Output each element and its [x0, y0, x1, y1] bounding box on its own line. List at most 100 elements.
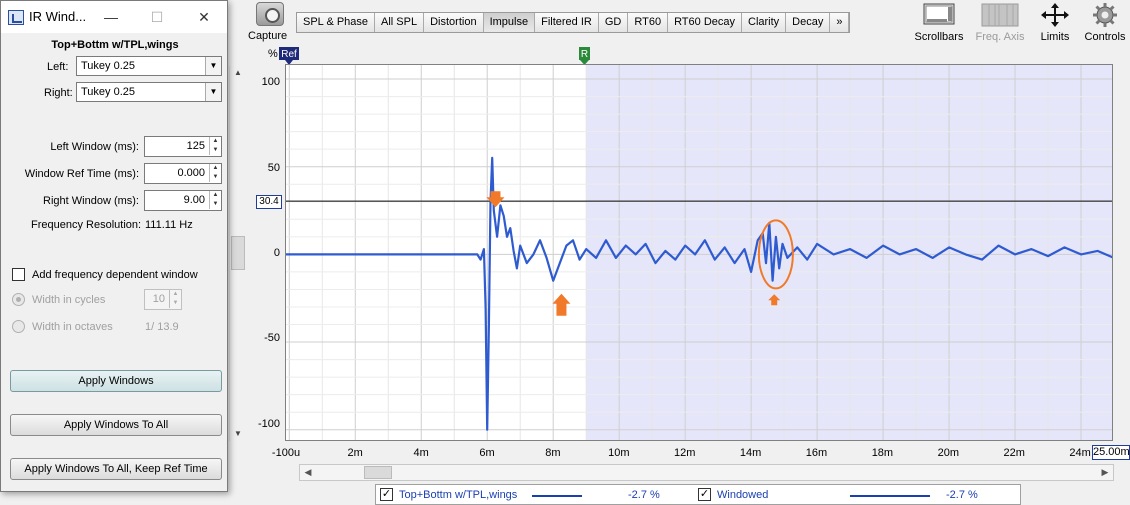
legend-line-1 [532, 495, 582, 497]
legend-checkbox-1[interactable]: ✓ [380, 488, 393, 501]
vscroll-thumb[interactable] [231, 236, 245, 270]
app-icon [8, 10, 24, 25]
width-octaves-label: Width in octaves [32, 321, 113, 333]
x-tick-label: 10m [608, 447, 630, 459]
spin-down-icon[interactable]: ▼ [209, 200, 221, 209]
freq-axis-icon [970, 2, 1030, 28]
left-window-input[interactable]: 125 ▲ ▼ [144, 136, 222, 157]
right-window-type-select[interactable]: Tukey 0.25 ▼ [76, 82, 222, 102]
spin-down-icon[interactable]: ▼ [209, 146, 221, 155]
spin-down-icon[interactable]: ▼ [169, 299, 181, 308]
y-tick-label: -100 [257, 418, 280, 430]
apply-windows-all-button[interactable]: Apply Windows To All [10, 414, 222, 436]
scroll-thumb[interactable] [364, 466, 392, 479]
tab-5[interactable]: GD [598, 13, 629, 32]
scroll-left-icon[interactable]: ◀ [304, 467, 312, 477]
r-marker[interactable]: R [579, 47, 590, 65]
right-window-input[interactable]: 9.00 ▲ ▼ [144, 190, 222, 211]
scrollbars-icon [910, 2, 968, 28]
annotation-arrow-up [552, 293, 571, 316]
tab-4[interactable]: Filtered IR [535, 13, 599, 32]
tab-2[interactable]: Distortion [424, 13, 484, 32]
freq-axis-button[interactable]: Freq. Axis [970, 0, 1030, 43]
x-end-readout[interactable]: 25.00m [1092, 445, 1130, 460]
controls-button[interactable]: Controls [1080, 0, 1130, 43]
width-cycles-label: Width in cycles [32, 294, 106, 306]
horizontal-scrollbar[interactable]: ◀ ▶ [299, 464, 1114, 481]
tab-3[interactable]: Impulse [483, 13, 536, 32]
limits-button[interactable]: Limits [1034, 0, 1076, 43]
width-octaves-radio[interactable] [12, 320, 25, 333]
scrollbars-button[interactable]: Scrollbars [910, 0, 968, 43]
ref-level-readout[interactable]: 30.4 [256, 195, 282, 209]
freq-res-label: Frequency Resolution: [31, 219, 142, 231]
apply-windows-button[interactable]: Apply Windows [10, 370, 222, 392]
limits-icon [1034, 2, 1076, 28]
tab-1[interactable]: All SPL [375, 13, 425, 32]
capture-button[interactable]: Capture [248, 0, 292, 44]
x-tick-label: 4m [413, 447, 429, 459]
ref-time-input[interactable]: 0.000 ▲ ▼ [144, 163, 222, 184]
gear-icon [1080, 2, 1130, 28]
scroll-down-icon[interactable]: ▼ [234, 429, 242, 438]
tab-9[interactable]: Decay [786, 13, 831, 32]
r-marker-label: R [581, 49, 588, 60]
tab-8[interactable]: Clarity [742, 13, 787, 32]
vertical-scrollbar[interactable]: ▲ ▼ [229, 66, 245, 441]
width-cycles-radio[interactable] [12, 293, 25, 306]
window-markers: Ref R [279, 47, 590, 65]
dialog-titlebar[interactable]: IR Wind... — ☐ ✕ [1, 1, 227, 33]
minimize-icon[interactable]: — [104, 9, 118, 25]
y-tick-label: 0 [273, 247, 280, 259]
legend-value-2: -2.7 % [946, 489, 978, 501]
annotation-ellipse [757, 219, 794, 290]
measurement-name: Top+Bottm w/TPL,wings [51, 39, 179, 51]
spin-up-icon[interactable]: ▲ [169, 290, 181, 299]
impulse-plot[interactable] [285, 64, 1113, 441]
tab-6[interactable]: RT60 [628, 13, 669, 32]
left-window-label: Left Window (ms): [50, 141, 139, 153]
left-window-type-select[interactable]: Tukey 0.25 ▼ [76, 56, 222, 76]
scrollbars-label: Scrollbars [914, 31, 964, 43]
width-cycles-input[interactable]: 10 ▲ ▼ [144, 289, 182, 310]
legend-name-1: Top+Bottm w/TPL,wings [399, 489, 518, 501]
controls-label: Controls [1084, 31, 1126, 43]
ref-time-value: 0.000 [177, 167, 205, 179]
maximize-icon[interactable]: ☐ [150, 9, 164, 25]
window-shade [586, 65, 1112, 440]
legend-checkbox-2[interactable]: ✓ [698, 488, 711, 501]
scroll-up-icon[interactable]: ▲ [234, 68, 242, 77]
x-tick-label: 18m [871, 447, 894, 459]
apply-windows-all-keep-ref-button[interactable]: Apply Windows To All, Keep Ref Time [10, 458, 222, 480]
right-label: Right: [44, 87, 73, 99]
spin-down-icon[interactable]: ▼ [209, 173, 221, 182]
close-icon[interactable]: ✕ [198, 9, 210, 25]
spin-up-icon[interactable]: ▲ [209, 164, 221, 173]
ref-time-label: Window Ref Time (ms): [24, 168, 139, 180]
left-label: Left: [47, 61, 69, 73]
x-tick-label: 16m [805, 447, 828, 459]
spin-up-icon[interactable]: ▲ [209, 137, 221, 146]
y-tick-label: -50 [264, 332, 280, 344]
freq-dependent-checkbox[interactable] [12, 268, 25, 281]
x-tick-label: 24m [1069, 447, 1091, 459]
series-line-0 [286, 156, 1112, 431]
x-tick-label: -100u [271, 447, 301, 459]
x-tick-label: 8m [545, 447, 561, 459]
limits-label: Limits [1040, 31, 1070, 43]
capture-label: Capture [248, 30, 288, 42]
ref-marker[interactable]: Ref [279, 47, 299, 65]
dialog-title: IR Wind... [29, 9, 87, 24]
scroll-right-icon[interactable]: ▶ [1101, 467, 1109, 477]
x-tick-label: 22m [1003, 447, 1025, 459]
left-window-value: 125 [186, 140, 205, 152]
tab-0[interactable]: SPL & Phase [297, 13, 376, 32]
right-window-type-value: Tukey 0.25 [81, 86, 136, 98]
tab-10[interactable]: » [830, 13, 850, 32]
spin-up-icon[interactable]: ▲ [209, 191, 221, 200]
camera-icon [256, 2, 284, 26]
ref-marker-label: Ref [281, 49, 297, 60]
ir-window-dialog: IR Wind... — ☐ ✕ Top+Bottm w/TPL,wings L… [0, 0, 228, 492]
x-tick-label: 14m [739, 447, 762, 459]
tab-7[interactable]: RT60 Decay [668, 13, 742, 32]
